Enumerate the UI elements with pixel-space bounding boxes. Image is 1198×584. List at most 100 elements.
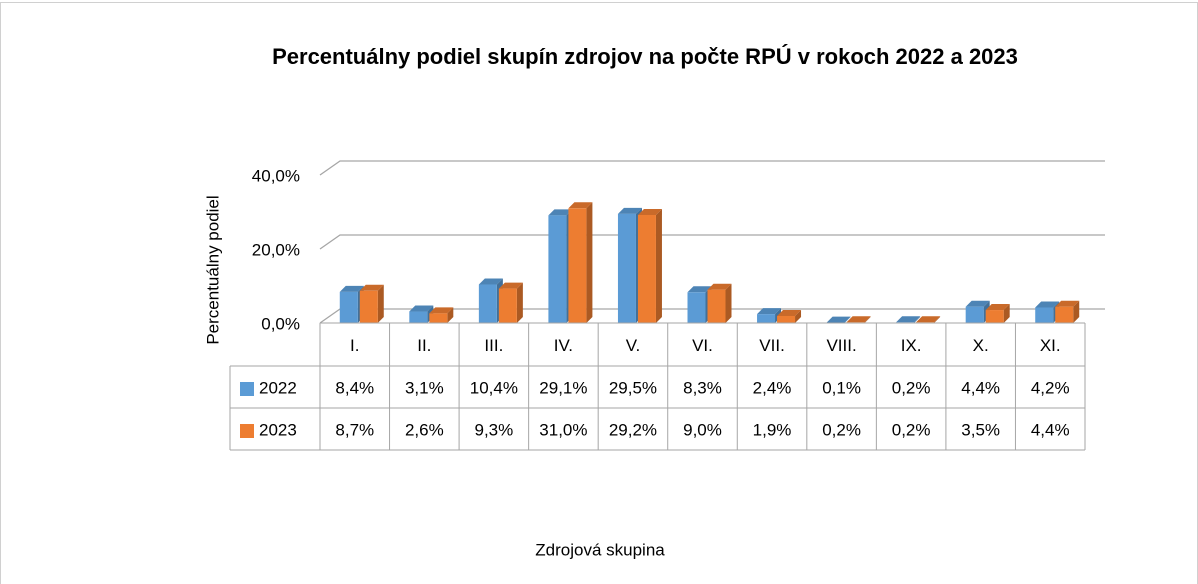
bar: [985, 310, 1004, 323]
data-label: 9,3%: [474, 420, 513, 439]
bar: [757, 314, 776, 323]
bar-top: [429, 307, 454, 314]
bar-top: [409, 305, 434, 312]
legend-swatch: [240, 382, 254, 396]
grid-line: [319, 234, 1105, 250]
bar-top: [339, 285, 364, 292]
x-axis-label: Zdrojová skupina: [535, 540, 665, 559]
x-tick-label: I.: [350, 336, 359, 355]
data-label: 0,2%: [822, 420, 861, 439]
bar-side: [795, 309, 802, 323]
x-tick-label: X.: [973, 336, 989, 355]
bar-side: [934, 316, 941, 323]
x-tick-label: III.: [484, 336, 503, 355]
chart-title: Percentuálny podiel skupín zdrojov na po…: [272, 44, 1018, 69]
bar-top: [916, 316, 941, 323]
bar-top: [896, 316, 921, 323]
x-tick-label: VIII.: [826, 336, 856, 355]
data-label: 3,1%: [405, 378, 444, 397]
bar: [478, 284, 497, 323]
data-label: 1,9%: [753, 420, 792, 439]
bar: [359, 290, 378, 323]
x-tick-label: V.: [626, 336, 641, 355]
bar-top: [1035, 301, 1060, 308]
data-label: 8,7%: [335, 420, 374, 439]
x-tick-label: IV.: [554, 336, 573, 355]
data-label: 4,2%: [1031, 378, 1070, 397]
data-label: 8,4%: [335, 378, 374, 397]
bar-side: [1073, 300, 1080, 323]
bar-top: [826, 316, 851, 323]
x-tick-label: IX.: [901, 336, 922, 355]
y-tick-label: 0,0%: [261, 314, 300, 333]
bar-top: [498, 282, 523, 289]
bar-top: [548, 209, 573, 216]
bar: [707, 289, 726, 323]
bar-side: [655, 208, 662, 323]
grid-line: [319, 160, 1105, 176]
bar: [777, 315, 796, 323]
bar: [429, 313, 448, 323]
bar: [339, 291, 358, 323]
data-label: 0,1%: [822, 378, 861, 397]
bar: [1055, 306, 1074, 323]
bar-top: [985, 304, 1010, 311]
data-label: 10,4%: [470, 378, 518, 397]
y-tick-label: 20,0%: [252, 240, 300, 259]
bar-top: [637, 208, 662, 215]
legend-label: 2023: [259, 420, 297, 439]
y-tick-label: 40,0%: [252, 166, 300, 185]
bar-top: [1055, 300, 1080, 307]
data-label: 0,2%: [892, 378, 931, 397]
bar: [568, 208, 587, 323]
bar-side: [725, 283, 732, 323]
bar-side: [447, 307, 454, 323]
bar-top: [777, 309, 802, 316]
bar-top: [478, 278, 503, 285]
bar: [965, 306, 984, 323]
bar-top: [846, 316, 871, 323]
data-label: 2,4%: [753, 378, 792, 397]
bar-side: [864, 316, 871, 323]
bar-top: [617, 207, 642, 214]
data-label: 29,2%: [609, 420, 657, 439]
bar: [498, 288, 517, 323]
data-label: 31,0%: [539, 420, 587, 439]
data-label: 2,6%: [405, 420, 444, 439]
legend-swatch: [240, 424, 254, 438]
data-label: 4,4%: [1031, 420, 1070, 439]
data-label: 4,4%: [961, 378, 1000, 397]
legend-label: 2022: [259, 378, 297, 397]
x-tick-label: VII.: [759, 336, 785, 355]
data-label: 8,3%: [683, 378, 722, 397]
data-label: 29,5%: [609, 378, 657, 397]
data-label: 29,1%: [539, 378, 587, 397]
bar: [637, 214, 656, 323]
bar-side: [844, 316, 851, 323]
bar: [617, 213, 636, 323]
bar-top: [757, 308, 782, 315]
x-tick-label: VI.: [692, 336, 713, 355]
x-tick-label: II.: [417, 336, 431, 355]
data-label: 9,0%: [683, 420, 722, 439]
bar-side: [914, 316, 921, 323]
bar-top: [568, 202, 593, 209]
bar-side: [516, 282, 523, 323]
x-tick-label: XI.: [1040, 336, 1061, 355]
bar-top: [965, 300, 990, 307]
bar-side: [586, 202, 593, 323]
bar-side: [1003, 304, 1010, 323]
bar: [409, 311, 428, 323]
bar-top: [359, 284, 384, 291]
data-label: 0,2%: [892, 420, 931, 439]
y-axis-label: Percentuálny podiel: [203, 195, 222, 344]
bar-top: [687, 286, 712, 293]
bar: [687, 292, 706, 323]
bar: [1035, 307, 1054, 323]
bar: [548, 215, 567, 323]
bar-side: [377, 284, 384, 323]
bar-top: [707, 283, 732, 290]
data-label: 3,5%: [961, 420, 1000, 439]
